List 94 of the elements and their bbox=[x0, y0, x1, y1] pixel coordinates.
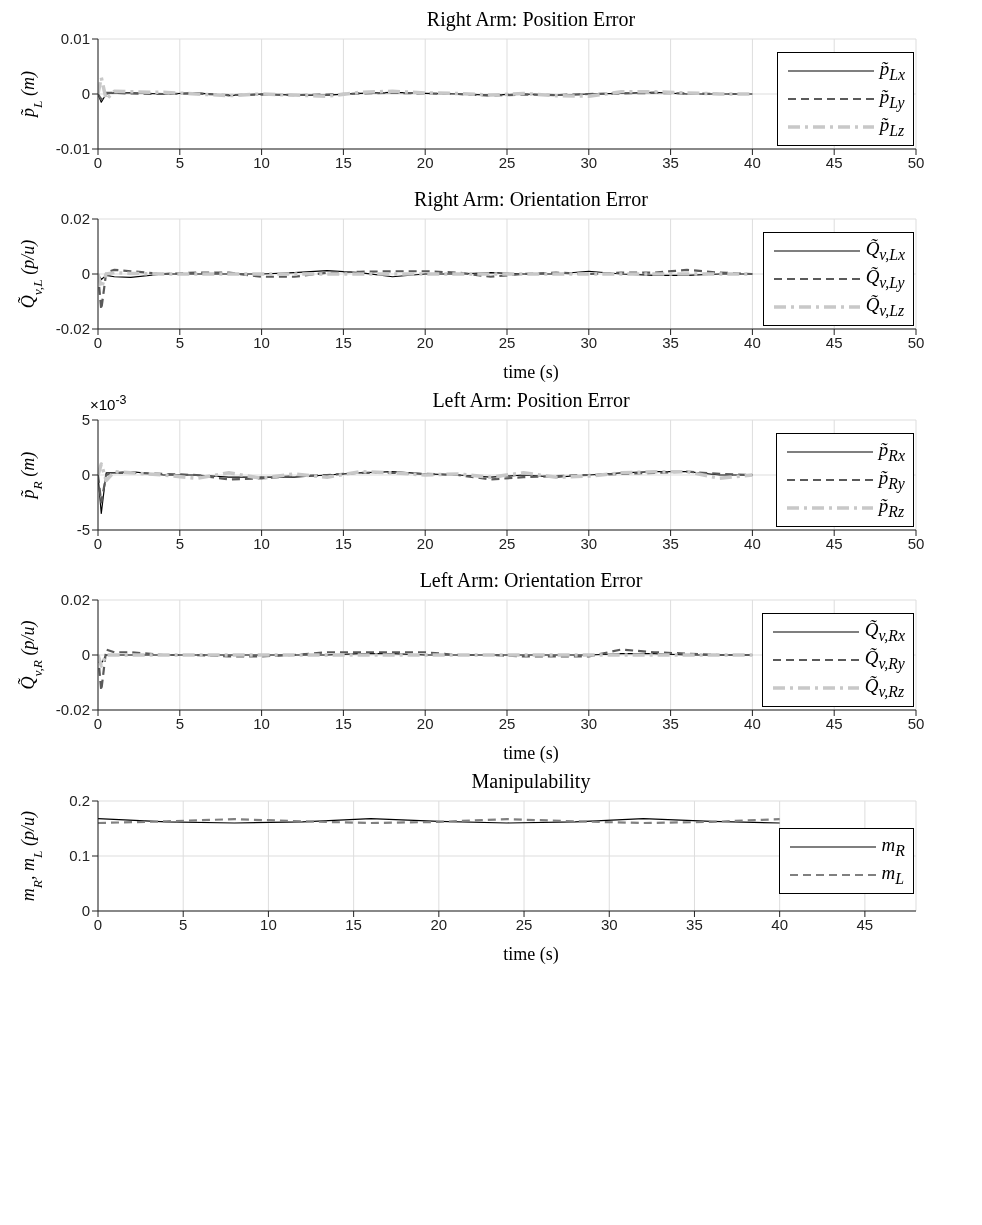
x-tick-label: 35 bbox=[686, 915, 703, 933]
x-tick-label: 45 bbox=[825, 153, 843, 171]
y-tick-label: 0 bbox=[81, 265, 90, 283]
x-tick-label: 35 bbox=[662, 153, 679, 171]
legend-label: Q̃$_{v,Ly}$ bbox=[865, 266, 905, 292]
x-axis-title: time (s) bbox=[502, 362, 560, 383]
legend-label: p̃$_{Lx}$ bbox=[879, 58, 905, 84]
line-series bbox=[98, 268, 754, 311]
x-tick-label: 5 bbox=[175, 534, 184, 552]
legend-label: m$_{R}$ bbox=[881, 834, 905, 860]
x-tick-label: 0 bbox=[93, 153, 103, 171]
legend-label: p̃$_{Rz}$ bbox=[878, 495, 905, 521]
legend-label: Q̃$_{v,Lz}$ bbox=[865, 294, 905, 320]
line-series bbox=[98, 462, 755, 483]
legend-label: Q̃$_{v,Lx}$ bbox=[865, 238, 905, 264]
x-tick-label: 10 bbox=[253, 714, 270, 732]
x-tick-label: 20 bbox=[430, 915, 448, 933]
x-tick-label: 30 bbox=[580, 714, 598, 732]
y-tick-label: 0 bbox=[81, 466, 90, 484]
y-tick-label: -0.01 bbox=[55, 140, 90, 158]
y-tick-label: 0.01 bbox=[60, 30, 90, 48]
y-tick-label: -5 bbox=[76, 521, 90, 539]
x-tick-label: 40 bbox=[744, 153, 761, 171]
x-tick-label: 25 bbox=[498, 714, 516, 732]
x-tick-label: 35 bbox=[662, 714, 679, 732]
x-tick-label: 50 bbox=[907, 534, 925, 552]
chart-title: Right Arm: Orientation Error bbox=[414, 188, 648, 210]
x-tick-label: 0 bbox=[93, 333, 103, 351]
y-tick-label: 0.2 bbox=[69, 792, 90, 810]
legend-label: Q̃$_{v,Ry}$ bbox=[864, 647, 905, 673]
x-tick-label: 25 bbox=[498, 333, 516, 351]
chart-title: Manipulability bbox=[471, 770, 591, 792]
x-tick-label: 15 bbox=[335, 333, 352, 351]
legend-label: Q̃$_{v,Rz}$ bbox=[864, 675, 905, 701]
x-tick-label: 5 bbox=[175, 153, 184, 171]
x-tick-label: 0 bbox=[93, 534, 103, 552]
x-tick-label: 30 bbox=[580, 153, 598, 171]
x-tick-label: 5 bbox=[175, 333, 184, 351]
x-tick-label: 15 bbox=[335, 153, 352, 171]
x-tick-label: 50 bbox=[907, 714, 925, 732]
x-tick-label: 40 bbox=[744, 534, 761, 552]
chart-title: Left Arm: Position Error bbox=[432, 389, 630, 411]
x-tick-label: 35 bbox=[662, 333, 679, 351]
x-tick-label: 20 bbox=[416, 534, 434, 552]
y-tick-label: 0 bbox=[81, 902, 90, 920]
x-tick-label: 15 bbox=[335, 714, 352, 732]
x-tick-label: 45 bbox=[825, 333, 843, 351]
y-tick-label: -0.02 bbox=[55, 320, 90, 338]
y-tick-label: -0.02 bbox=[55, 701, 90, 719]
chart-title: Right Arm: Position Error bbox=[426, 8, 636, 30]
legend-label: p̃$_{Ry}$ bbox=[878, 467, 905, 493]
chart-title: Left Arm: Orientation Error bbox=[419, 569, 643, 591]
x-tick-label: 10 bbox=[260, 915, 277, 933]
x-tick-label: 20 bbox=[416, 333, 434, 351]
text: ×10$^{-3}$ bbox=[90, 393, 127, 413]
x-tick-label: 10 bbox=[253, 153, 270, 171]
x-tick-label: 10 bbox=[253, 534, 270, 552]
x-tick-label: 15 bbox=[345, 915, 362, 933]
y-tick-label: 0.02 bbox=[60, 591, 90, 609]
x-tick-label: 20 bbox=[416, 714, 434, 732]
x-tick-label: 40 bbox=[771, 915, 789, 933]
x-tick-label: 25 bbox=[515, 915, 533, 933]
x-axis-title: time (s) bbox=[502, 743, 560, 764]
legend-label: p̃$_{Ly}$ bbox=[879, 86, 905, 112]
legend-label: m$_{L}$ bbox=[881, 862, 905, 888]
x-tick-label: 0 bbox=[93, 714, 103, 732]
x-tick-label: 40 bbox=[744, 714, 761, 732]
x-tick-label: 0 bbox=[93, 915, 103, 933]
legend-label: p̃$_{Rx}$ bbox=[878, 439, 905, 465]
x-tick-label: 45 bbox=[856, 915, 874, 933]
x-tick-label: 5 bbox=[179, 915, 188, 933]
y-tick-label: 0.02 bbox=[60, 210, 90, 228]
x-tick-label: 40 bbox=[744, 333, 761, 351]
x-tick-label: 45 bbox=[825, 534, 843, 552]
x-tick-label: 15 bbox=[335, 534, 352, 552]
legend-label: Q̃$_{v,Rx}$ bbox=[864, 619, 905, 645]
x-tick-label: 50 bbox=[907, 333, 925, 351]
x-tick-label: 5 bbox=[175, 714, 184, 732]
x-tick-label: 30 bbox=[600, 915, 618, 933]
x-tick-label: 10 bbox=[253, 333, 270, 351]
y-tick-label: 5 bbox=[81, 411, 90, 429]
y-tick-label: 0 bbox=[81, 85, 90, 103]
x-tick-label: 35 bbox=[662, 534, 679, 552]
x-tick-label: 25 bbox=[498, 534, 516, 552]
y-tick-label: 0 bbox=[81, 646, 90, 664]
x-tick-label: 25 bbox=[498, 153, 516, 171]
x-tick-label: 20 bbox=[416, 153, 434, 171]
x-tick-label: 30 bbox=[580, 534, 598, 552]
x-tick-label: 50 bbox=[907, 153, 925, 171]
legend-label: p̃$_{Lz}$ bbox=[879, 114, 905, 140]
y-tick-label: 0.1 bbox=[69, 847, 90, 865]
x-axis-title: time (s) bbox=[502, 944, 560, 965]
x-tick-label: 30 bbox=[580, 333, 598, 351]
x-tick-label: 45 bbox=[825, 714, 843, 732]
